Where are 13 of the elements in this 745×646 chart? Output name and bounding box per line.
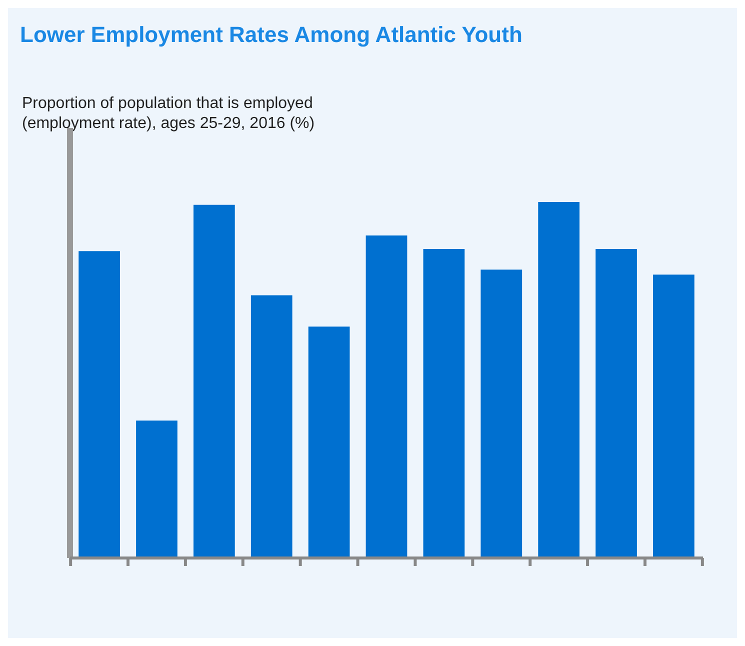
chart-title: Lower Employment Rates Among Atlantic Youth <box>20 22 522 47</box>
bar <box>538 202 580 558</box>
bar <box>194 204 235 558</box>
bar <box>480 270 522 558</box>
bar <box>78 251 120 558</box>
bar <box>653 274 694 558</box>
bar <box>596 248 637 558</box>
bar <box>136 420 178 558</box>
chart-subtitle: Proportion of population that is employed (employment rate), ages 25-29, 2016 (%) <box>22 95 315 132</box>
bar <box>423 248 465 558</box>
bar <box>366 235 408 558</box>
bar <box>250 295 292 558</box>
bar <box>308 326 350 558</box>
